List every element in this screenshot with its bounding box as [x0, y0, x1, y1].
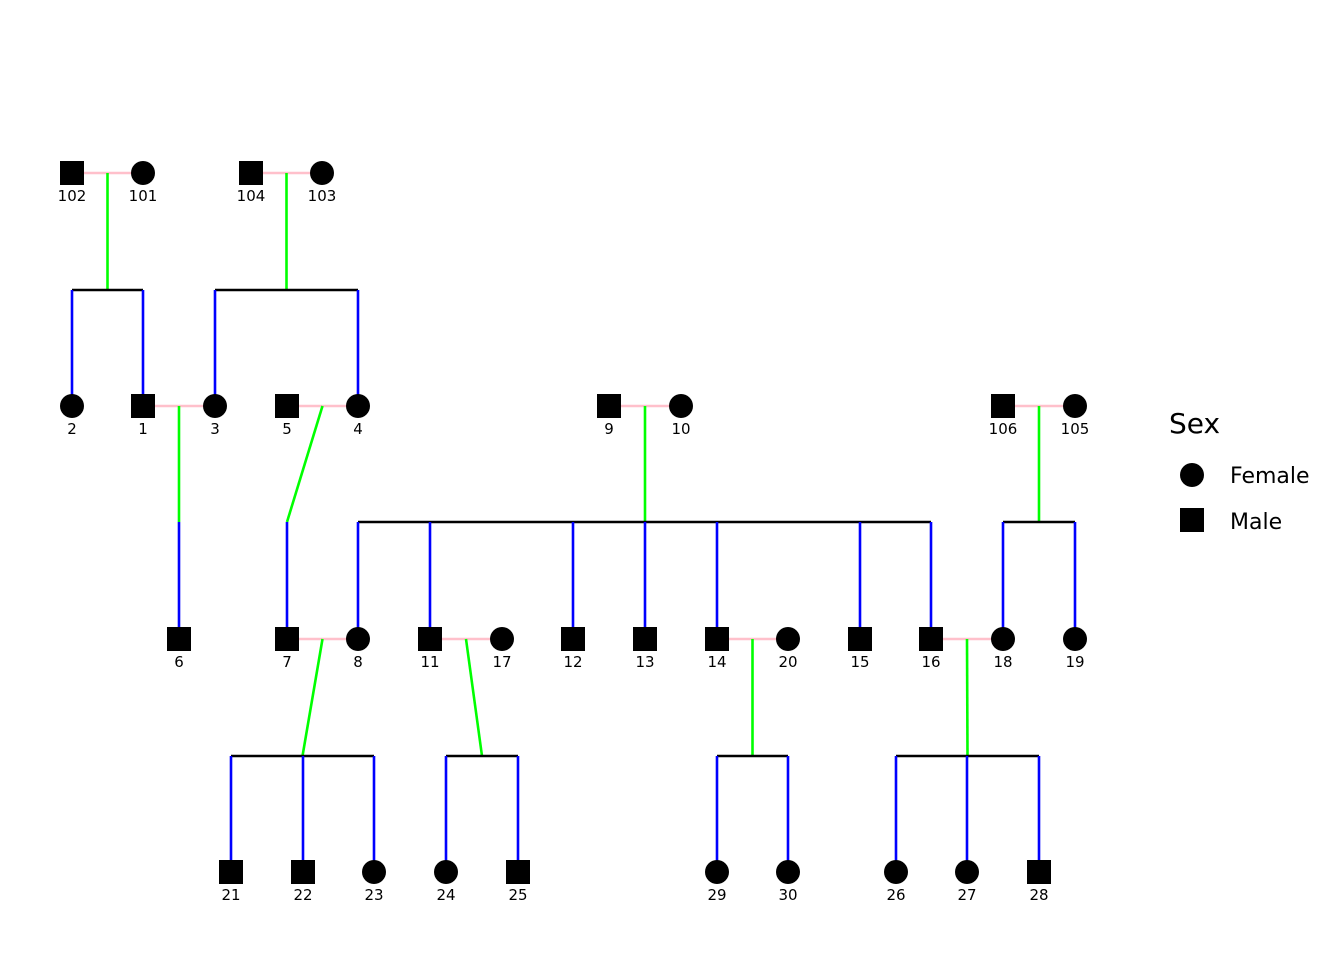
pedigree-lines: [70, 171, 1077, 872]
female-symbol: [310, 161, 334, 185]
female-symbol: [60, 394, 84, 418]
male-symbol: [60, 161, 84, 185]
individual-id-label: 9: [604, 420, 614, 438]
legend-male-symbol: [1180, 508, 1204, 532]
individual-id-label: 18: [993, 653, 1012, 671]
individual-id-label: 4: [353, 420, 363, 438]
individual-id-label: 2: [67, 420, 77, 438]
female-symbol: [776, 860, 800, 884]
individual-id-label: 16: [921, 653, 940, 671]
male-symbol: [597, 394, 621, 418]
male-symbol: [705, 627, 729, 651]
individual-id-label: 24: [436, 886, 455, 904]
mating-drop-line: [285, 405, 324, 523]
female-symbol: [705, 860, 729, 884]
female-symbol: [362, 860, 386, 884]
male-symbol: [275, 394, 299, 418]
female-symbol: [669, 394, 693, 418]
mating-drop-line: [464, 638, 484, 757]
individual-id-label: 29: [707, 886, 726, 904]
pedigree-symbols: [60, 161, 1087, 884]
individual-id-label: 3: [210, 420, 220, 438]
female-symbol: [1063, 394, 1087, 418]
individual-id-label: 19: [1065, 653, 1084, 671]
legend-female-symbol: [1180, 463, 1204, 487]
individual-id-label: 30: [778, 886, 797, 904]
legend-female-label: Female: [1230, 464, 1310, 489]
female-symbol: [1063, 627, 1087, 651]
individual-id-label: 25: [508, 886, 527, 904]
individual-id-label: 10: [671, 420, 690, 438]
female-symbol: [434, 860, 458, 884]
individual-id-label: 6: [174, 653, 184, 671]
individual-id-label: 12: [563, 653, 582, 671]
female-symbol: [346, 627, 370, 651]
male-symbol: [1027, 860, 1051, 884]
male-symbol: [291, 860, 315, 884]
individual-id-label: 1: [138, 420, 148, 438]
female-symbol: [203, 394, 227, 418]
individual-id-label: 22: [293, 886, 312, 904]
individual-id-label: 11: [420, 653, 439, 671]
individual-id-label: 23: [364, 886, 383, 904]
individual-id-label: 14: [707, 653, 726, 671]
male-symbol: [239, 161, 263, 185]
individual-id-label: 13: [635, 653, 654, 671]
male-symbol: [506, 860, 530, 884]
male-symbol: [633, 627, 657, 651]
male-symbol: [848, 627, 872, 651]
male-symbol: [561, 627, 585, 651]
mating-drop-line: [965, 638, 969, 757]
male-symbol: [167, 627, 191, 651]
male-symbol: [919, 627, 943, 651]
female-symbol: [131, 161, 155, 185]
legend-male-label: Male: [1230, 510, 1282, 535]
individual-id-label: 105: [1061, 420, 1090, 438]
individual-id-label: 7: [282, 653, 292, 671]
female-symbol: [490, 627, 514, 651]
individual-id-label: 103: [308, 187, 337, 205]
male-symbol: [131, 394, 155, 418]
individual-id-label: 8: [353, 653, 363, 671]
male-symbol: [275, 627, 299, 651]
female-symbol: [884, 860, 908, 884]
mating-drop-line: [301, 638, 324, 757]
male-symbol: [219, 860, 243, 884]
individual-id-label: 26: [886, 886, 905, 904]
individual-id-label: 15: [850, 653, 869, 671]
female-symbol: [955, 860, 979, 884]
female-symbol: [991, 627, 1015, 651]
legend-title: Sex: [1169, 407, 1220, 440]
individual-id-label: 27: [957, 886, 976, 904]
legend: Sex Female Male: [1169, 407, 1310, 535]
individual-id-label: 104: [237, 187, 266, 205]
individual-id-label: 17: [492, 653, 511, 671]
individual-id-label: 21: [221, 886, 240, 904]
individual-id-label: 106: [989, 420, 1018, 438]
individual-id-label: 28: [1029, 886, 1048, 904]
individual-id-label: 5: [282, 420, 292, 438]
female-symbol: [776, 627, 800, 651]
individual-id-label: 102: [58, 187, 87, 205]
male-symbol: [991, 394, 1015, 418]
female-symbol: [346, 394, 370, 418]
male-symbol: [418, 627, 442, 651]
individual-id-label: 20: [778, 653, 797, 671]
individual-id-label: 101: [129, 187, 158, 205]
